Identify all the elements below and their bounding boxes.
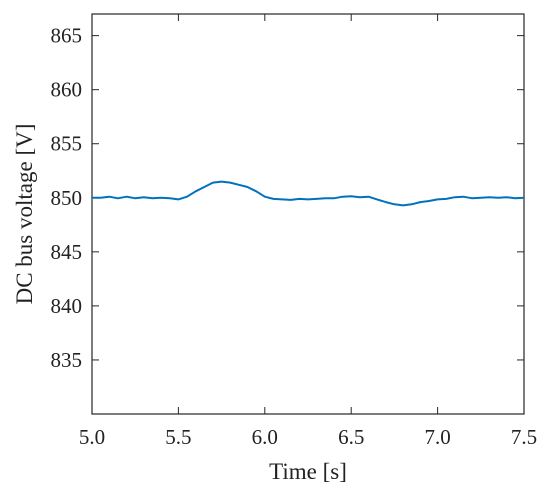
y-tick-label: 850	[51, 186, 83, 210]
ticks-layer: 5.0 5.5 6.0 6.5 7.0 7.5 835 840 845 850 855 860 865	[51, 14, 537, 449]
series-line-0	[92, 180, 525, 207]
y-tick-label: 865	[51, 24, 83, 48]
x-tick-label: 5.5	[165, 425, 191, 449]
x-axis-title: Time [s]	[269, 459, 347, 484]
y-tick-label: 860	[51, 78, 83, 102]
x-tick-label: 7.5	[511, 425, 537, 449]
y-tick-label: 835	[51, 348, 83, 372]
series-layer	[92, 180, 525, 207]
y-axis-title: DC bus voltage [V]	[12, 124, 37, 305]
x-tick-label: 6.0	[252, 425, 278, 449]
y-tick-label: 840	[51, 294, 83, 318]
plot-area-frame	[91, 13, 525, 415]
x-tick-label: 5.0	[79, 425, 105, 449]
x-tick-label: 7.0	[424, 425, 450, 449]
x-tick-label: 6.5	[338, 425, 364, 449]
y-tick-label: 855	[51, 132, 83, 156]
y-tick-label: 845	[51, 240, 83, 264]
